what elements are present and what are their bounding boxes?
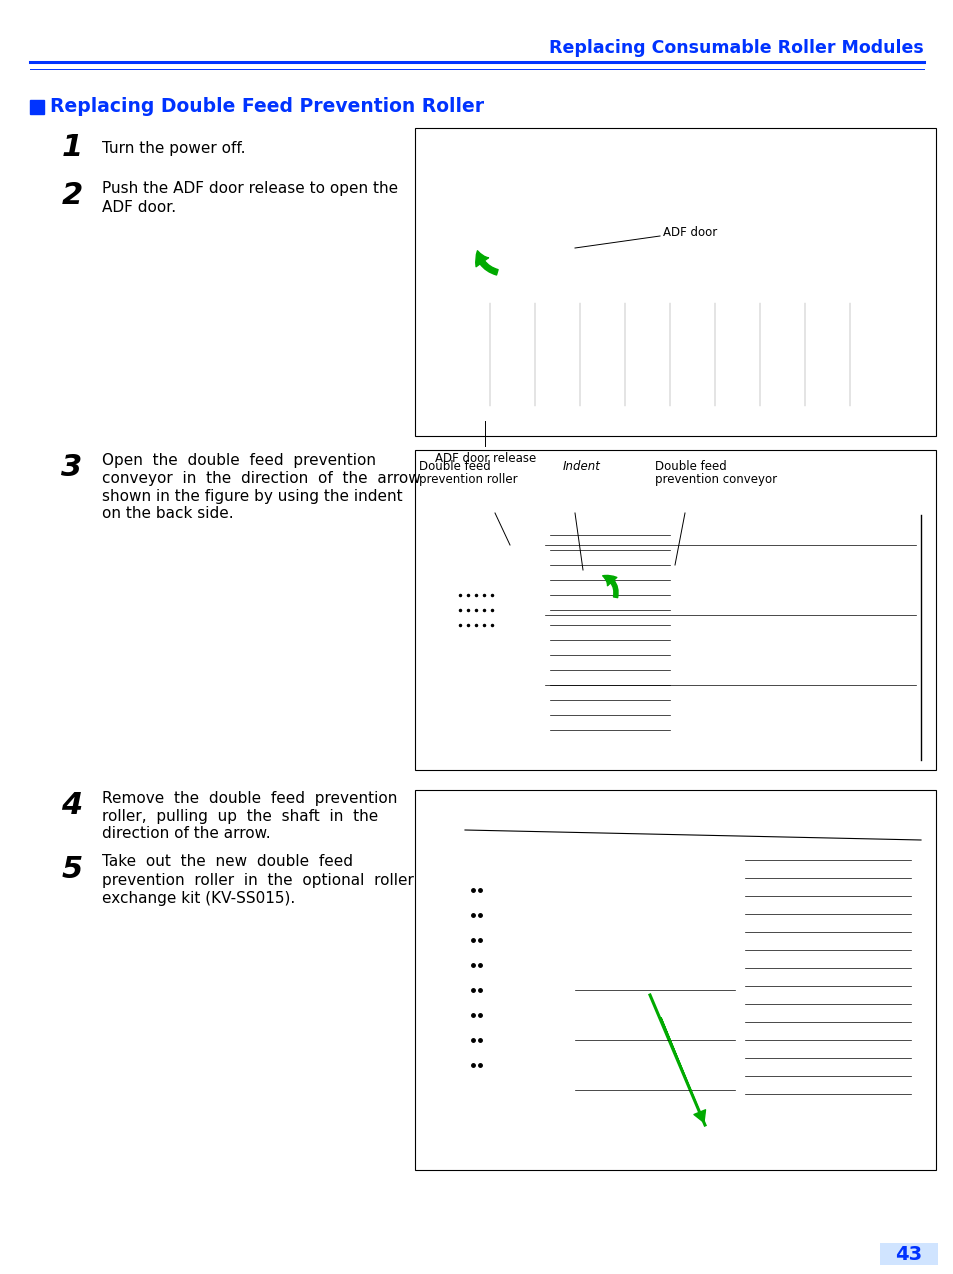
Polygon shape xyxy=(444,496,920,761)
Text: shown in the figure by using the indent: shown in the figure by using the indent xyxy=(102,488,402,503)
Bar xyxy=(865,842,910,870)
Polygon shape xyxy=(555,829,920,1156)
Text: ADF door: ADF door xyxy=(662,227,717,240)
FancyArrowPatch shape xyxy=(660,1018,705,1122)
Text: Replacing Consumable Roller Modules: Replacing Consumable Roller Modules xyxy=(549,39,923,57)
Text: prevention roller: prevention roller xyxy=(418,474,517,487)
Text: Double feed: Double feed xyxy=(655,460,726,473)
Bar xyxy=(579,535,629,575)
Text: Replacing Double Feed Prevention Roller: Replacing Double Feed Prevention Roller xyxy=(50,98,483,116)
Text: Open  the  double  feed  prevention: Open the double feed prevention xyxy=(102,452,375,468)
Text: 5: 5 xyxy=(61,856,83,884)
Text: 4: 4 xyxy=(61,791,83,820)
Bar xyxy=(890,313,920,338)
Ellipse shape xyxy=(625,978,654,991)
Text: direction of the arrow.: direction of the arrow. xyxy=(102,827,271,842)
Bar xyxy=(415,127,935,436)
Text: Remove  the  double  feed  prevention: Remove the double feed prevention xyxy=(102,790,397,805)
Polygon shape xyxy=(435,829,575,1156)
Bar xyxy=(30,99,44,113)
Bar xyxy=(450,417,920,426)
Bar xyxy=(879,1243,937,1265)
Text: prevention conveyor: prevention conveyor xyxy=(655,474,777,487)
Text: conveyor  in  the  direction  of  the  arrow: conveyor in the direction of the arrow xyxy=(102,470,420,485)
Bar xyxy=(515,391,526,401)
FancyArrowPatch shape xyxy=(476,251,497,275)
Bar xyxy=(880,423,895,431)
Polygon shape xyxy=(470,243,579,298)
Bar xyxy=(415,450,935,769)
Bar xyxy=(625,905,654,985)
Text: ADF door release: ADF door release xyxy=(435,451,536,465)
Bar xyxy=(484,303,905,406)
Bar xyxy=(470,423,484,431)
Text: prevention  roller  in  the  optional  roller: prevention roller in the optional roller xyxy=(102,873,414,888)
Text: exchange kit (KV-SS015).: exchange kit (KV-SS015). xyxy=(102,891,294,906)
Bar xyxy=(415,790,935,1170)
Text: Push the ADF door release to open the: Push the ADF door release to open the xyxy=(102,181,397,195)
Text: ADF door.: ADF door. xyxy=(102,200,176,215)
Text: 43: 43 xyxy=(895,1246,922,1265)
Text: Turn the power off.: Turn the power off. xyxy=(102,140,245,155)
Text: 1: 1 xyxy=(61,134,83,163)
Bar xyxy=(515,1130,885,1161)
Text: Take  out  the  new  double  feed: Take out the new double feed xyxy=(102,855,353,869)
Polygon shape xyxy=(444,496,544,761)
Text: on the back side.: on the back side. xyxy=(102,507,233,521)
Text: roller,  pulling  up  the  shaft  in  the: roller, pulling up the shaft in the xyxy=(102,809,377,823)
Text: 2: 2 xyxy=(61,181,83,210)
Text: Indent: Indent xyxy=(562,460,600,473)
FancyArrowPatch shape xyxy=(602,576,618,598)
Text: 3: 3 xyxy=(61,454,83,483)
Ellipse shape xyxy=(625,899,654,911)
Text: Double feed: Double feed xyxy=(418,460,490,473)
